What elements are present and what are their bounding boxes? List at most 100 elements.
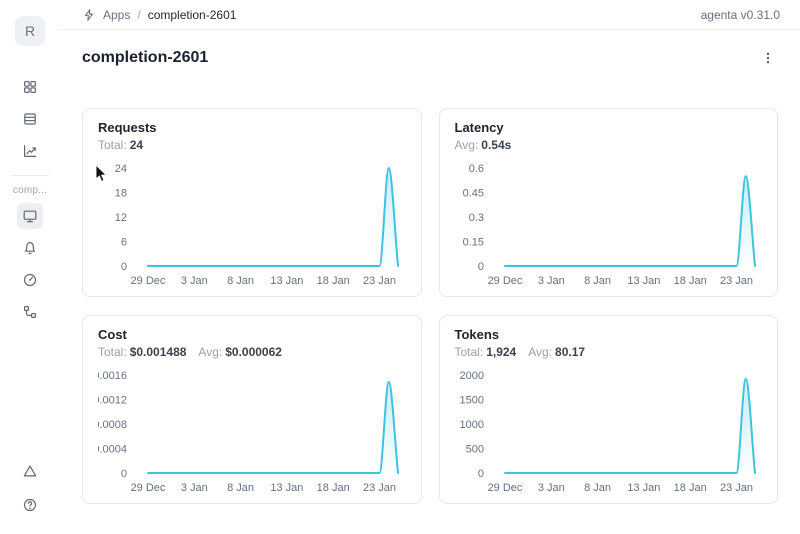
x-tick-label: 29 Dec bbox=[131, 275, 166, 287]
y-tick-label: 0.6 bbox=[468, 163, 483, 175]
series-area bbox=[504, 378, 755, 473]
chart-plot-cost[interactable]: 0.0016 0.0012 0.0008 0.0004 0 29 Dec 3 Jan 8 Ja… bbox=[98, 363, 405, 497]
stat-label: Total: bbox=[98, 138, 127, 152]
main-area: Apps / completion-2601 agenta v0.31.0 co… bbox=[60, 0, 800, 534]
sidebar-item-traces[interactable] bbox=[17, 299, 43, 325]
sidebar-item-playground[interactable] bbox=[17, 235, 43, 261]
x-tick-label: 23 Jan bbox=[719, 482, 752, 494]
chart-card-latency: Latency Avg: 0.54s 0.6 0.45 0.3 0.15 0 29 Dec 3 J… bbox=[438, 108, 778, 297]
rows-icon bbox=[22, 111, 38, 127]
chart-card-tokens: Tokens Total: 1,924 Avg: 80.17 2000 1500 1000 50… bbox=[438, 315, 778, 504]
x-tick-label: 8 Jan bbox=[584, 482, 611, 494]
sidebar-item-deploy[interactable] bbox=[17, 458, 43, 484]
triangle-icon bbox=[22, 463, 38, 479]
stat-label: Avg: bbox=[454, 138, 479, 152]
x-tick-label: 3 Jan bbox=[181, 275, 208, 287]
x-tick-label: 18 Jan bbox=[317, 482, 350, 494]
x-tick-label: 13 Jan bbox=[627, 275, 660, 287]
sidebar-item-test-sets[interactable] bbox=[17, 106, 43, 132]
breadcrumb-apps-link[interactable]: Apps bbox=[103, 7, 131, 22]
sidebar: R comp... bbox=[0, 0, 60, 534]
chart-plot-latency[interactable]: 0.6 0.45 0.3 0.15 0 29 Dec 3 Jan 8 Jan 13 Jan 18 … bbox=[455, 156, 762, 290]
app-version-label: agenta v0.31.0 bbox=[700, 7, 780, 22]
chart-stats-cost: Total: $0.001488 Avg: $0.000062 bbox=[98, 345, 406, 359]
sidebar-divider bbox=[11, 175, 49, 176]
y-tick-label: 12 bbox=[115, 212, 127, 224]
tree-icon bbox=[22, 304, 38, 320]
series-line bbox=[147, 380, 399, 474]
sidebar-item-help[interactable] bbox=[17, 492, 43, 518]
y-tick-label: 0.0004 bbox=[98, 444, 127, 456]
y-tick-label: 0 bbox=[477, 468, 483, 480]
y-tick-label: 0 bbox=[121, 261, 127, 273]
gauge-icon bbox=[22, 272, 38, 288]
series-area bbox=[148, 168, 398, 266]
stat-value: $0.000062 bbox=[225, 345, 282, 359]
x-tick-label: 29 Dec bbox=[487, 482, 522, 494]
grid-icon bbox=[22, 79, 38, 95]
chart-plot-tokens[interactable]: 2000 1500 1000 500 0 29 Dec 3 Jan 8 Jan 13 Jan 18… bbox=[455, 363, 762, 497]
x-tick-label: 29 Dec bbox=[487, 275, 522, 287]
chart-trend-icon bbox=[22, 143, 38, 159]
chart-stats-requests: Total: 24 bbox=[98, 138, 406, 152]
x-tick-label: 18 Jan bbox=[317, 275, 350, 287]
stat-label: Avg: bbox=[198, 345, 223, 359]
y-tick-label: 0.45 bbox=[462, 188, 483, 200]
y-tick-label: 0.15 bbox=[462, 237, 483, 249]
x-tick-label: 8 Jan bbox=[227, 482, 254, 494]
chart-stats-latency: Avg: 0.54s bbox=[455, 138, 763, 152]
breadcrumb-current: completion-2601 bbox=[147, 7, 237, 22]
x-tick-label: 23 Jan bbox=[363, 482, 396, 494]
chart-card-requests: Requests Total: 24 24 18 12 6 0 29 Dec 3 Jan 8 Jan… bbox=[82, 108, 422, 297]
series-area bbox=[504, 176, 755, 266]
stat: Total: 24 bbox=[98, 138, 143, 152]
chart-plot-requests[interactable]: 24 18 12 6 0 29 Dec 3 Jan 8 Jan 13 Jan 18 Jan 23 J… bbox=[98, 156, 405, 290]
page-title: completion-2601 bbox=[82, 49, 209, 66]
workspace-avatar[interactable]: R bbox=[15, 16, 45, 46]
stat-label: Total: bbox=[454, 345, 484, 359]
stat-value: 24 bbox=[129, 138, 144, 152]
x-tick-label: 8 Jan bbox=[584, 275, 611, 287]
y-tick-label: 0 bbox=[477, 261, 483, 273]
sidebar-item-overview[interactable] bbox=[17, 203, 43, 229]
y-tick-label: 0.0012 bbox=[98, 395, 127, 407]
x-tick-label: 13 Jan bbox=[270, 482, 303, 494]
chart-title-latency: Latency bbox=[454, 120, 504, 135]
y-tick-label: 0 bbox=[121, 468, 127, 480]
x-tick-label: 23 Jan bbox=[363, 275, 396, 287]
sidebar-nav-app bbox=[17, 203, 43, 325]
breadcrumb-separator: / bbox=[137, 7, 141, 22]
bell-icon bbox=[22, 240, 38, 256]
sidebar-app-label: comp... bbox=[12, 185, 48, 196]
stat-value: 1,924 bbox=[486, 345, 517, 359]
monitor-icon bbox=[22, 208, 38, 224]
x-tick-label: 3 Jan bbox=[181, 482, 208, 494]
stat-value: $0.001488 bbox=[129, 345, 187, 359]
y-tick-label: 500 bbox=[465, 444, 483, 456]
x-tick-label: 8 Jan bbox=[227, 275, 254, 287]
page-header: completion-2601 bbox=[60, 30, 800, 70]
kebab-menu-icon bbox=[766, 52, 770, 64]
y-tick-label: 1000 bbox=[459, 419, 483, 431]
sidebar-item-observability[interactable] bbox=[17, 267, 43, 293]
kebab-menu-button[interactable] bbox=[756, 46, 780, 70]
y-tick-label: 18 bbox=[115, 188, 127, 200]
stat-value: 0.54s bbox=[481, 138, 512, 152]
chart-title-requests: Requests bbox=[98, 120, 157, 135]
x-tick-label: 29 Dec bbox=[131, 482, 166, 494]
series-line bbox=[147, 166, 399, 267]
x-tick-label: 13 Jan bbox=[270, 275, 303, 287]
sidebar-item-evaluations[interactable] bbox=[17, 138, 43, 164]
x-tick-label: 3 Jan bbox=[537, 275, 564, 287]
series-line bbox=[503, 377, 756, 474]
stat: Avg: 0.54s bbox=[455, 138, 512, 152]
chart-card-cost: CostTotal:$0.001488Avg:$0.0000620.00160.… bbox=[82, 315, 422, 504]
help-icon bbox=[22, 497, 38, 513]
sidebar-item-apps[interactable] bbox=[17, 74, 43, 100]
x-tick-label: 13 Jan bbox=[627, 482, 660, 494]
series-area bbox=[148, 381, 398, 473]
series-line bbox=[503, 175, 756, 267]
stat: Avg: $0.000062 bbox=[198, 345, 282, 359]
y-tick-label: 6 bbox=[121, 237, 127, 249]
